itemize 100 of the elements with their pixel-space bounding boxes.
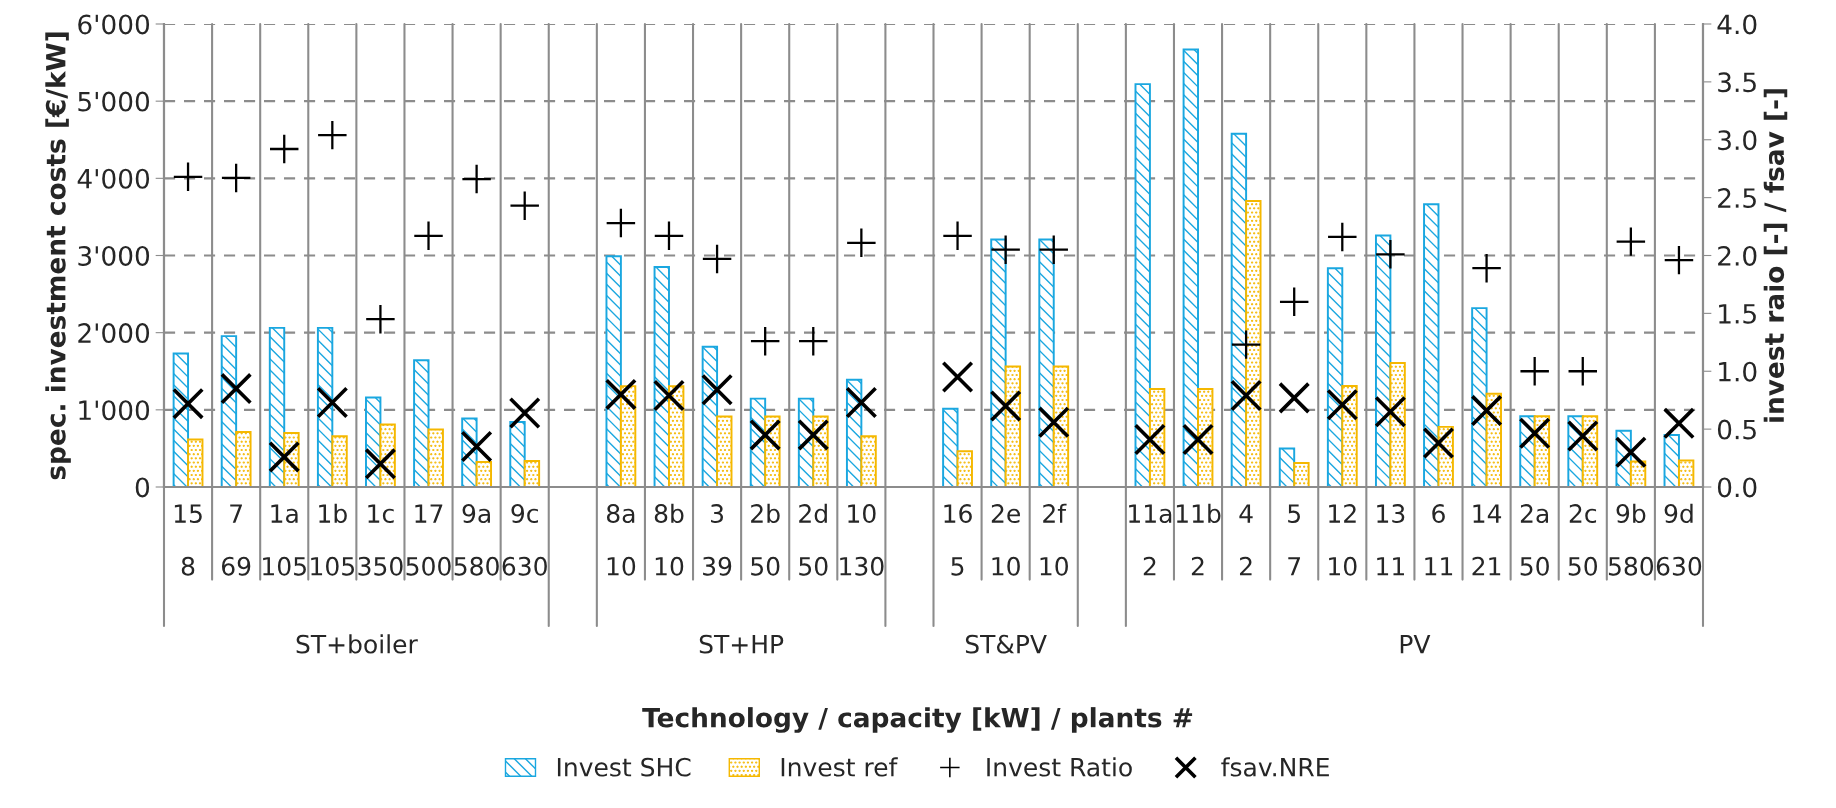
point: [1422, 426, 1455, 460]
y-tick-label: 5'000: [78, 91, 150, 112]
point: [1133, 423, 1166, 456]
y2-axis-title: invest raio [-] / fsav [-]: [1763, 89, 1788, 422]
category-label: 6 11: [1425, 504, 1453, 576]
y2-tick-label: 0.5: [1717, 419, 1756, 440]
y2-tick-label: 3.0: [1718, 130, 1757, 151]
point: [1037, 406, 1070, 439]
legend-label: Invest ref: [781, 757, 898, 777]
point: [604, 378, 637, 411]
category-label: 10 130: [840, 504, 884, 576]
y2-tick-label: 1.5: [1719, 304, 1756, 324]
category-label: 8b 10: [654, 503, 684, 576]
category-label: 2b 50: [751, 503, 780, 576]
category-label: 7 69: [221, 504, 251, 576]
point: [1472, 254, 1501, 283]
bar: [331, 435, 348, 487]
y-tick-label: 4'000: [77, 168, 150, 189]
y-tick-label: 3'000: [78, 245, 150, 266]
category-label: 9b 580: [1608, 503, 1654, 576]
point: [316, 386, 349, 419]
bar: [1004, 365, 1022, 487]
bar: [475, 461, 493, 487]
category-label: 15 8: [174, 504, 202, 576]
category-label: 9a 580: [454, 504, 499, 576]
point: [268, 440, 301, 473]
category-label: 2e 10: [991, 504, 1020, 576]
bar: [235, 431, 252, 487]
bar: [1423, 203, 1440, 487]
category-label: 8a 10: [606, 504, 636, 576]
category-label: 9c 630: [502, 504, 547, 576]
bar: [413, 359, 430, 487]
point: [460, 430, 493, 463]
bar: [956, 450, 973, 487]
y2-tick-label: 2.5: [1718, 188, 1756, 209]
point: [701, 373, 734, 406]
category-label: 2c 50: [1568, 504, 1598, 576]
category-label: 2a 50: [1520, 504, 1549, 576]
category-label: 5 7: [1288, 504, 1301, 576]
category-label: 3 39: [703, 504, 732, 576]
bar: [1052, 365, 1070, 487]
y2-tick-label: 2.0: [1718, 245, 1757, 266]
legend-label: Invest Ratio: [987, 757, 1132, 777]
bar: [1341, 385, 1358, 487]
bar: [427, 428, 444, 487]
point: [989, 389, 1022, 423]
point: [797, 418, 830, 451]
category-label: 17 500: [406, 504, 451, 576]
bar: [1245, 199, 1262, 487]
bar: [1471, 307, 1488, 487]
category-label: 11a 2: [1129, 504, 1172, 576]
bar: [1134, 83, 1151, 487]
category-label: 13 11: [1377, 504, 1405, 576]
category-label: 16 5: [944, 504, 972, 576]
text: ST&PV: [965, 634, 1047, 654]
point: [845, 386, 878, 419]
y2-tick-label: 4.0: [1717, 14, 1757, 35]
category-label: 12 10: [1329, 504, 1357, 576]
bar: [1677, 459, 1695, 487]
point: [172, 387, 205, 420]
point: [1181, 423, 1215, 456]
point: [364, 447, 397, 480]
category-label: 1c 350: [358, 504, 403, 576]
bar: [523, 460, 541, 487]
bar: [990, 238, 1007, 487]
text: ST+HP: [699, 634, 784, 654]
bar: [1293, 461, 1310, 487]
point: [991, 235, 1020, 264]
point: [1662, 407, 1695, 440]
point: [1230, 379, 1263, 412]
point: [652, 379, 686, 412]
point: [941, 361, 974, 394]
y2-tick-label: 0.0: [1717, 477, 1757, 498]
point: [462, 164, 491, 194]
point: [508, 396, 541, 429]
category-label: 1b 105: [311, 503, 354, 576]
bar: [509, 420, 526, 487]
category-label: 2d 50: [799, 503, 828, 576]
y-tick-label: 1'000: [79, 400, 150, 421]
bar: [1182, 48, 1199, 487]
y-tick-label: 6'000: [78, 14, 150, 35]
category-label: 14 21: [1472, 504, 1502, 576]
bar: [187, 438, 204, 487]
bar: [716, 415, 733, 487]
y-tick-label: 2'000: [78, 323, 150, 344]
category-label: 2f 10: [1040, 503, 1068, 576]
point: [1231, 330, 1261, 359]
point: [1374, 395, 1407, 428]
bar: [1038, 238, 1055, 487]
point: [510, 191, 539, 220]
point: [1376, 240, 1405, 269]
y-axis-title: spec. investment costs [€/kW]: [45, 32, 71, 480]
point: [366, 304, 395, 334]
category-label: 9d 630: [1656, 503, 1702, 576]
text: Technology / capacity [kW] / plants #: [642, 707, 1193, 733]
point: [1614, 436, 1647, 469]
bar: [1389, 362, 1406, 487]
point: [943, 221, 972, 251]
legend-label: fsav.NRE: [1221, 757, 1329, 777]
bar: [942, 407, 959, 487]
